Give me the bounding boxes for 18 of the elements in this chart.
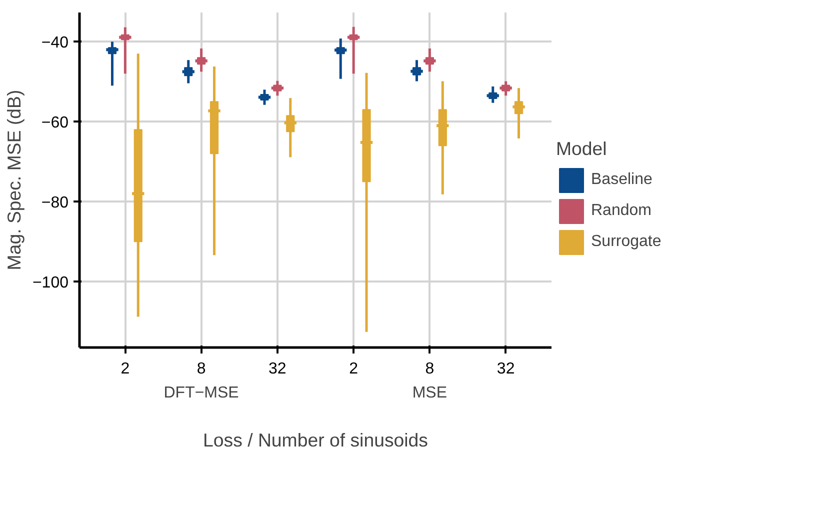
legend-label: Random — [591, 202, 652, 220]
legend-label: Surrogate — [591, 233, 662, 251]
y-axis-title: Mag. Spec. MSE (dB) — [3, 90, 24, 270]
x-axis-title: Loss / Number of sinusoids — [202, 430, 428, 450]
x-tick-label: 8 — [196, 360, 206, 378]
x-tick-label: 2 — [349, 360, 358, 378]
y-tick-label: −40 — [41, 34, 69, 52]
text: MSE — [412, 384, 448, 402]
legend-title: Model — [556, 138, 608, 160]
x-tick-label: 8 — [425, 360, 434, 378]
y-tick-label: −80 — [41, 194, 69, 212]
x-tick-label: 2 — [120, 360, 130, 378]
y-tick-label: −100 — [32, 274, 69, 292]
legend-label: Baseline — [591, 171, 652, 189]
x-tick-label: 32 — [496, 360, 515, 378]
text: DFT−MSE — [164, 384, 239, 402]
x-tick-label: 32 — [268, 360, 286, 378]
y-tick-label: −60 — [41, 114, 69, 132]
